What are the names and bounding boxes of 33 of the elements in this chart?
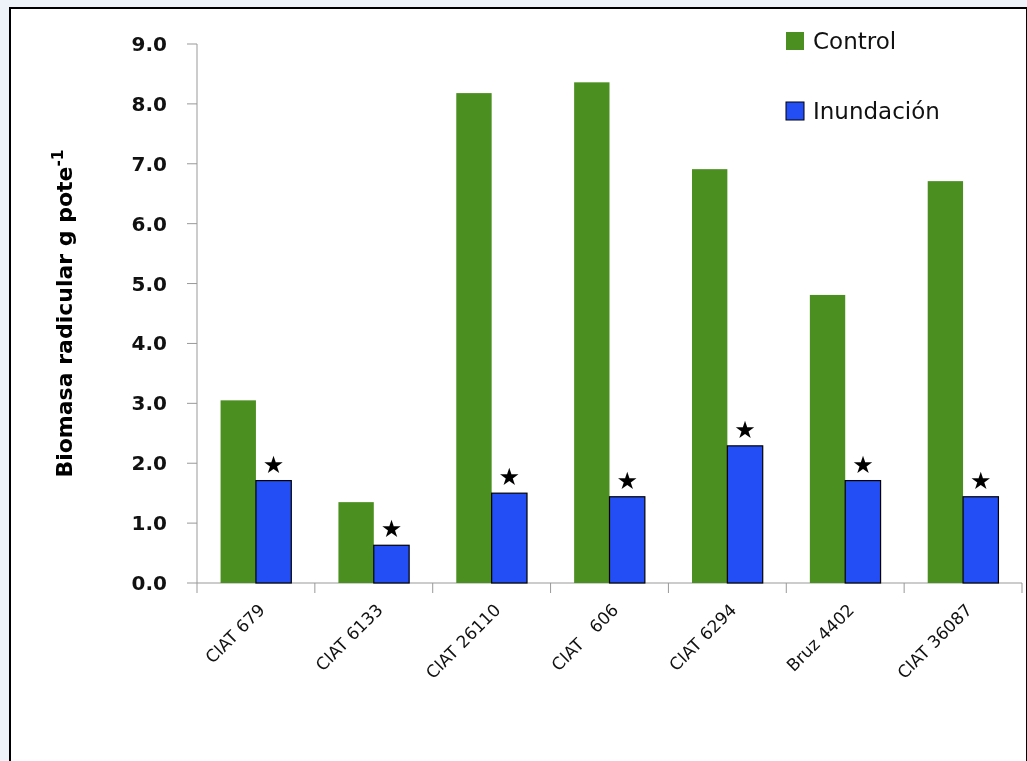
annotation: ★ <box>852 450 874 479</box>
bar <box>338 502 374 583</box>
annotation: ★ <box>969 466 992 495</box>
legend-label: Control <box>813 28 897 55</box>
bar <box>255 479 292 584</box>
annotation: ★ <box>262 450 285 479</box>
bar <box>220 400 256 583</box>
bar <box>574 82 610 583</box>
bar <box>962 496 1000 584</box>
bar <box>491 492 528 584</box>
bar <box>809 294 846 583</box>
y-tick-label: 0.0 <box>131 571 167 595</box>
y-tick-label: 7.0 <box>131 151 167 176</box>
annotation: ★ <box>498 463 521 492</box>
y-tick-label: 6.0 <box>131 211 167 236</box>
y-tick-label: 1.0 <box>131 511 167 536</box>
y-tick-label: 2.0 <box>131 451 167 476</box>
y-tick-label: 4.0 <box>131 331 167 356</box>
bar <box>456 93 492 583</box>
bar <box>726 445 764 584</box>
legend-label: Inundación <box>813 98 940 125</box>
y-tick-label: 8.0 <box>131 91 167 116</box>
y-tick-label: 5.0 <box>131 271 167 296</box>
bar <box>373 544 410 584</box>
y-tick-label: 3.0 <box>131 391 167 416</box>
annotation: ★ <box>734 415 756 444</box>
bar <box>692 169 728 583</box>
annotation: ★ <box>380 515 403 544</box>
bar <box>927 181 964 583</box>
y-tick-label: 9.0 <box>131 32 167 56</box>
bar <box>608 496 646 584</box>
bar <box>844 479 882 584</box>
annotation: ★ <box>616 466 638 495</box>
